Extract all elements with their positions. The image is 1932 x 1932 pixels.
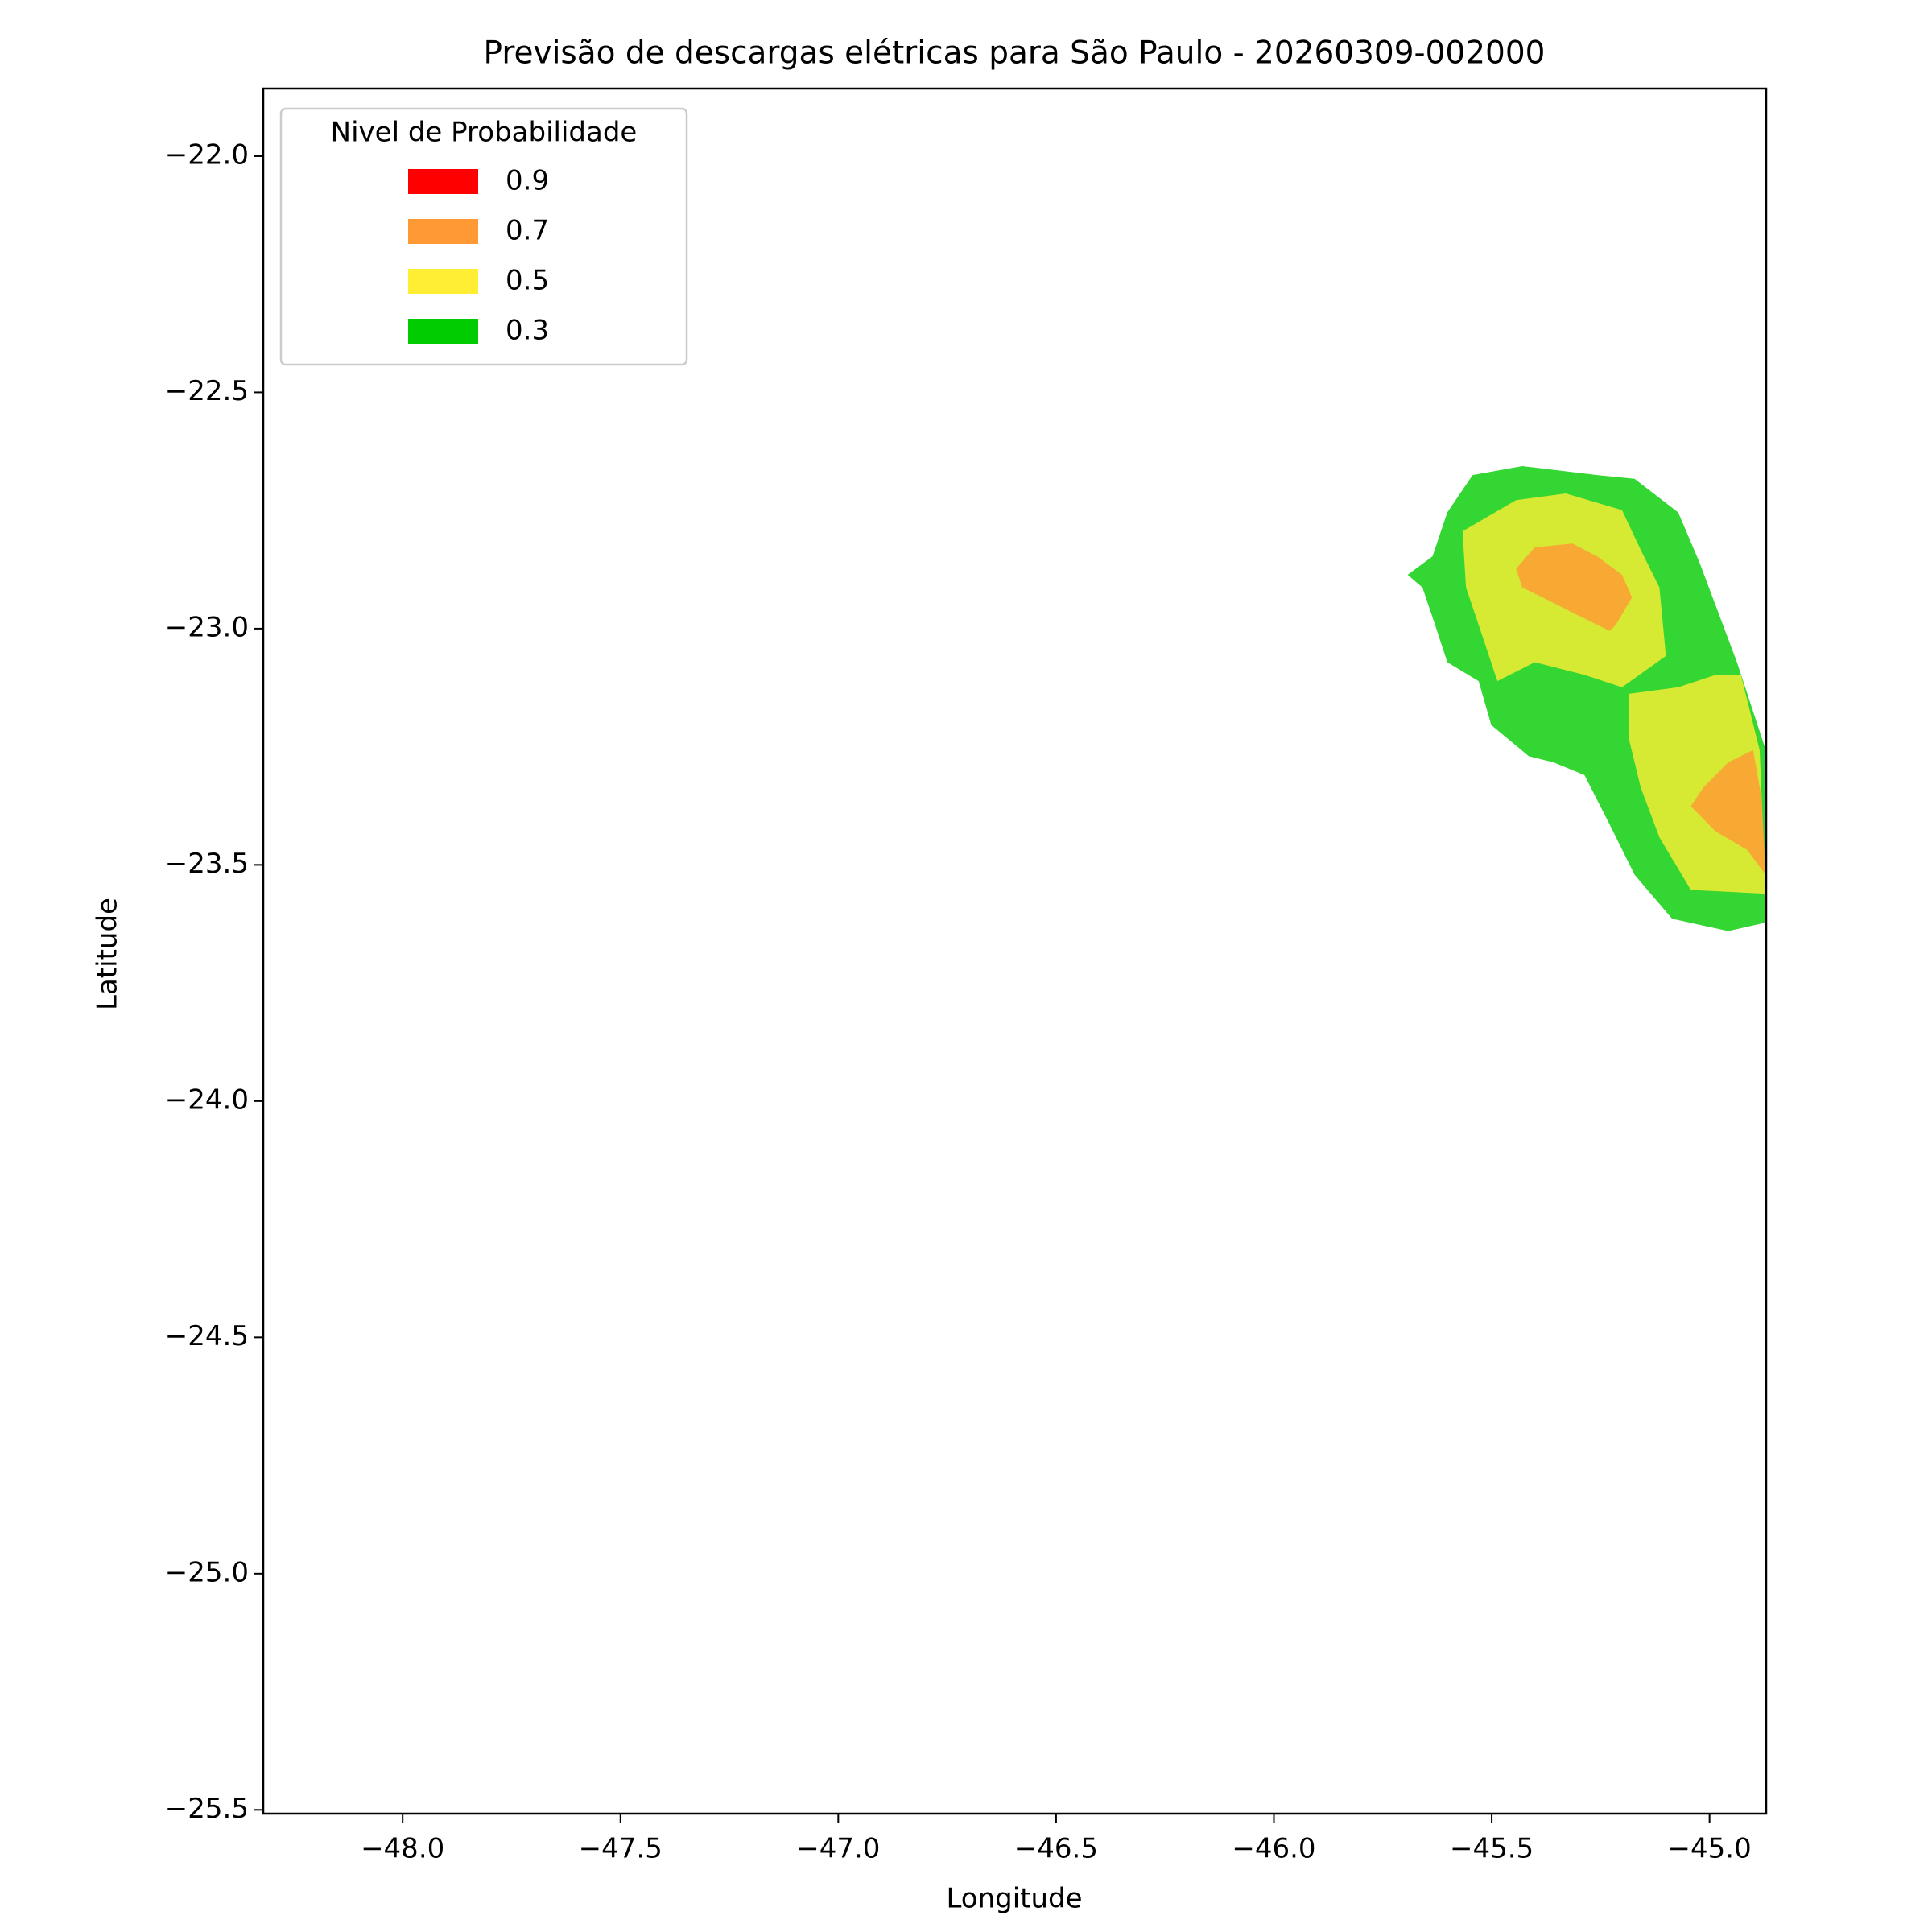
legend-swatch	[408, 169, 478, 194]
x-axis-label: Longitude	[946, 1883, 1082, 1915]
x-tick-label: −48.0	[361, 1833, 444, 1865]
contour-regions	[1407, 466, 1766, 931]
x-tick-label: −47.5	[579, 1833, 663, 1865]
y-tick-label: −24.0	[165, 1084, 249, 1116]
chart-title: Previsão de descargas elétricas para São…	[483, 35, 1545, 72]
legend-label: 0.9	[506, 165, 549, 197]
y-tick-label: −23.0	[165, 611, 249, 643]
x-tick-label: −47.0	[796, 1833, 880, 1865]
legend-label: 0.5	[506, 265, 549, 297]
y-axis-label: Latitude	[92, 898, 124, 1010]
legend-swatch	[408, 269, 478, 294]
plot-frame	[262, 87, 1768, 1815]
y-tick-label: −24.5	[165, 1320, 249, 1352]
y-tick-label: −25.5	[165, 1793, 249, 1825]
x-tick-label: −45.5	[1450, 1833, 1534, 1865]
contour-region	[1516, 543, 1633, 631]
legend: Nivel de Probabilidade 0.9 0.7 0.5 0.3	[279, 107, 688, 366]
legend-label: 0.3	[506, 315, 549, 347]
legend-label: 0.7	[506, 215, 549, 247]
legend-swatch	[408, 319, 478, 344]
y-tick-label: −23.5	[165, 848, 249, 880]
legend-title: Nivel de Probabilidade	[331, 117, 638, 149]
y-tick-label: −25.0	[165, 1556, 249, 1588]
legend-swatch	[408, 219, 478, 244]
y-tick-label: −22.0	[165, 138, 249, 171]
contour-region	[1690, 749, 1766, 875]
legend-box	[279, 107, 688, 366]
y-tick-label: −22.5	[165, 375, 249, 407]
x-tick-label: −46.5	[1014, 1833, 1098, 1865]
x-tick-label: −46.0	[1232, 1833, 1315, 1865]
x-tick-label: −45.0	[1668, 1833, 1752, 1865]
